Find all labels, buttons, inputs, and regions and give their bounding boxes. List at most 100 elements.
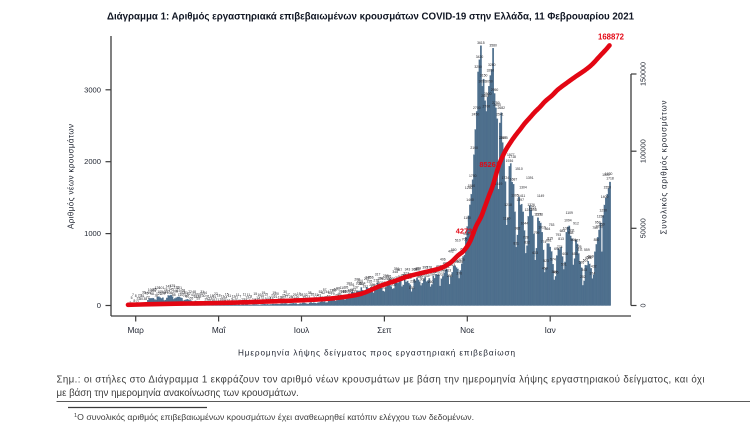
svg-text:1400: 1400 (601, 195, 609, 199)
svg-text:0: 0 (639, 304, 648, 308)
svg-text:559: 559 (584, 248, 590, 252)
svg-text:1176: 1176 (536, 213, 543, 217)
svg-text:374: 374 (589, 271, 595, 275)
svg-text:με βάση την ημερομηνία ανακοίν: με βάση την ημερομηνία ανακοίνωσης των κ… (57, 388, 299, 399)
svg-text:813: 813 (558, 237, 564, 241)
svg-text:193: 193 (409, 286, 415, 290)
svg-text:523: 523 (543, 259, 549, 263)
svg-text:343: 343 (581, 268, 587, 272)
svg-text:811: 811 (514, 242, 520, 246)
svg-text:Σεπ: Σεπ (377, 325, 392, 335)
svg-text:1550: 1550 (468, 184, 476, 188)
svg-text:460: 460 (542, 267, 548, 271)
svg-text:857: 857 (575, 238, 581, 242)
svg-text:413: 413 (445, 269, 451, 273)
svg-text:931: 931 (569, 228, 575, 232)
svg-text:2095: 2095 (500, 136, 508, 140)
svg-text:Νοε: Νοε (460, 325, 475, 335)
svg-text:0: 0 (97, 301, 101, 310)
svg-text:2000: 2000 (84, 157, 101, 166)
svg-text:298: 298 (447, 274, 453, 278)
svg-text:1718: 1718 (508, 155, 516, 159)
svg-text:3200: 3200 (487, 69, 495, 73)
svg-text:Σημ.: οι στήλες στο Διάγραμμα: Σημ.: οι στήλες στο Διάγραμμα 1 εκφράζου… (57, 375, 705, 386)
svg-text:982: 982 (515, 226, 521, 230)
svg-text:1120: 1120 (503, 216, 510, 220)
svg-text:3580: 3580 (489, 43, 497, 47)
svg-text:405: 405 (553, 271, 559, 275)
svg-text:150000: 150000 (639, 62, 648, 86)
svg-text:1411: 1411 (518, 194, 525, 198)
svg-text:239: 239 (410, 280, 416, 284)
svg-text:432: 432 (591, 264, 597, 268)
svg-text:50000: 50000 (639, 218, 648, 238)
svg-text:799: 799 (534, 231, 540, 235)
svg-text:850: 850 (594, 238, 600, 242)
svg-text:1Ο συνολικός αριθμός επιβεβαιω: 1Ο συνολικός αριθμός επιβεβαιωμένων κρου… (74, 412, 474, 422)
svg-text:72: 72 (146, 296, 150, 300)
svg-text:550: 550 (451, 248, 457, 252)
svg-text:343: 343 (405, 268, 411, 272)
svg-text:501: 501 (561, 263, 567, 267)
svg-text:1304: 1304 (519, 186, 527, 190)
svg-text:1218: 1218 (504, 203, 512, 207)
svg-text:1687: 1687 (510, 178, 518, 182)
svg-text:2541: 2541 (496, 113, 504, 117)
svg-text:864: 864 (545, 227, 551, 231)
svg-text:912: 912 (573, 222, 579, 226)
svg-text:1000: 1000 (84, 229, 101, 238)
svg-text:2100: 2100 (470, 146, 478, 150)
svg-text:387: 387 (397, 268, 403, 272)
svg-text:3000: 3000 (84, 85, 101, 94)
svg-text:Ιουλ: Ιουλ (294, 325, 310, 335)
svg-text:1150: 1150 (597, 215, 604, 219)
svg-text:3250: 3250 (474, 65, 482, 69)
svg-text:137: 137 (353, 285, 359, 289)
svg-text:1149: 1149 (537, 194, 544, 198)
svg-text:Διάγραμμα 1: Αριθμός εργαστηρι: Διάγραμμα 1: Αριθμός εργαστηριακά επιβεβ… (107, 12, 634, 23)
svg-text:705: 705 (462, 237, 468, 241)
svg-text:1109: 1109 (566, 211, 573, 215)
svg-text:260: 260 (428, 280, 434, 284)
svg-text:2900: 2900 (484, 92, 492, 96)
svg-text:85261: 85261 (479, 160, 500, 169)
svg-text:3615: 3615 (477, 41, 485, 45)
svg-text:2700: 2700 (473, 106, 481, 110)
svg-text:574: 574 (550, 257, 556, 261)
svg-text:1044: 1044 (521, 221, 529, 225)
svg-text:728: 728 (523, 236, 529, 240)
svg-text:2682: 2682 (498, 106, 506, 110)
svg-text:815: 815 (547, 237, 553, 241)
svg-text:100000: 100000 (639, 139, 648, 163)
svg-text:579: 579 (459, 258, 465, 262)
svg-text:85: 85 (172, 293, 176, 297)
svg-text:282: 282 (580, 275, 586, 279)
svg-text:Ημερομηνία λήψης δείγματος προ: Ημερομηνία λήψης δείγματος προς εργαστηρ… (238, 349, 515, 358)
svg-text:2450: 2450 (472, 113, 480, 117)
svg-text:168872: 168872 (598, 33, 625, 42)
svg-text:3050: 3050 (485, 80, 493, 84)
svg-text:7: 7 (132, 293, 134, 297)
svg-text:1397: 1397 (517, 198, 525, 202)
svg-text:1750: 1750 (469, 174, 477, 178)
svg-text:611: 611 (577, 247, 583, 251)
svg-text:633: 633 (532, 251, 538, 255)
svg-text:750: 750 (599, 223, 605, 227)
svg-text:1718: 1718 (606, 177, 614, 181)
svg-text:1100: 1100 (464, 216, 471, 220)
svg-text:376: 376 (456, 271, 462, 275)
svg-text:3280: 3280 (488, 63, 496, 67)
svg-text:Μαΐ: Μαΐ (212, 325, 227, 335)
svg-text:Ιαν: Ιαν (545, 325, 556, 335)
svg-text:1550: 1550 (604, 185, 612, 189)
svg-text:3420: 3420 (476, 55, 484, 59)
svg-text:519: 519 (588, 255, 594, 259)
svg-text:653: 653 (572, 252, 578, 256)
svg-text:1094: 1094 (564, 218, 572, 222)
svg-text:1510: 1510 (515, 167, 523, 171)
svg-text:774: 774 (557, 245, 563, 249)
svg-text:608: 608 (562, 252, 568, 256)
svg-text:2950: 2950 (491, 88, 499, 92)
svg-text:1630: 1630 (605, 172, 613, 176)
svg-text:832: 832 (524, 240, 530, 244)
